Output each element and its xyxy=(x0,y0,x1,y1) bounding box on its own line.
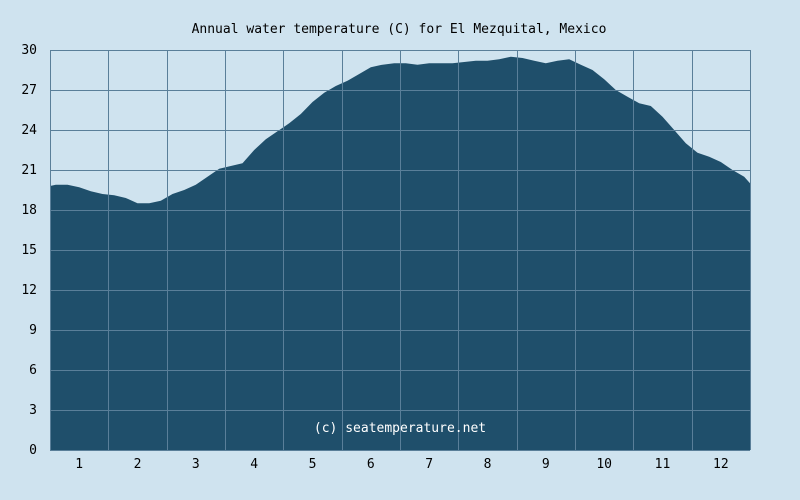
credit-text: (c) seatemperature.net xyxy=(314,421,486,436)
x-tick-label: 5 xyxy=(309,457,317,472)
x-tick-label: 8 xyxy=(484,457,492,472)
y-tick-label: 12 xyxy=(21,283,37,298)
y-tick-label: 3 xyxy=(29,403,37,418)
y-tick-label: 9 xyxy=(29,323,37,338)
x-tick-label: 11 xyxy=(655,457,671,472)
chart-title: Annual water temperature (C) for El Mezq… xyxy=(192,22,607,37)
y-tick-label: 15 xyxy=(21,243,37,258)
x-tick-label: 1 xyxy=(75,457,83,472)
x-tick-label: 9 xyxy=(542,457,550,472)
y-tick-label: 6 xyxy=(29,363,37,378)
y-tick-label: 24 xyxy=(21,123,37,138)
y-tick-label: 30 xyxy=(21,43,37,58)
y-tick-label: 21 xyxy=(21,163,37,178)
grid-layer xyxy=(50,50,751,451)
x-tick-label: 10 xyxy=(596,457,612,472)
y-tick-label: 18 xyxy=(21,203,37,218)
x-tick-label: 2 xyxy=(134,457,142,472)
x-tick-label: 4 xyxy=(250,457,258,472)
y-tick-label: 27 xyxy=(21,83,37,98)
y-axis: 0 3 6 9 12 15 18 21 24 27 30 xyxy=(21,43,37,458)
x-tick-label: 6 xyxy=(367,457,375,472)
y-tick-label: 0 xyxy=(29,443,37,458)
x-tick-label: 7 xyxy=(425,457,433,472)
x-axis: 1 2 3 4 5 6 7 8 9 10 11 12 xyxy=(75,457,728,472)
x-tick-label: 3 xyxy=(192,457,200,472)
x-tick-label: 12 xyxy=(713,457,729,472)
